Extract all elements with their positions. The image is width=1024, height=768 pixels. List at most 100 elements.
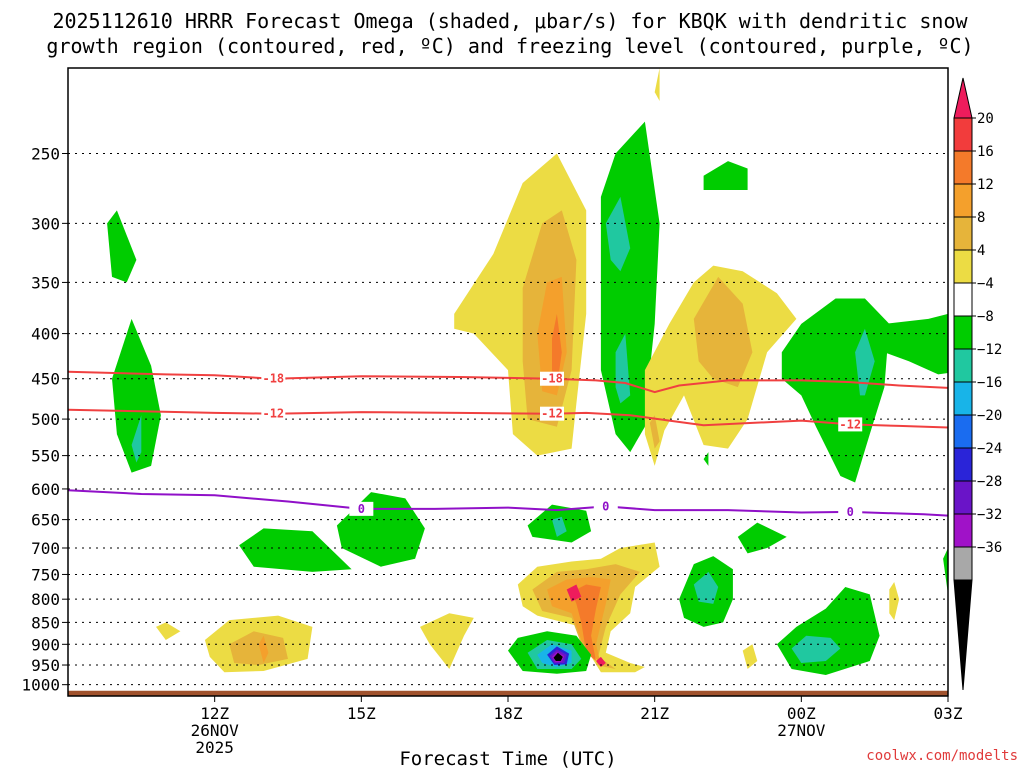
colorbar-label-3: 8 [977,210,985,226]
pressure-axis: 250 300 350 400 450 500 550 600 650 700 750 800 850 9… [21,144,68,695]
omega-region-48 [742,644,758,669]
contour-label-bg-0-0 [349,501,374,516]
omega-region-45 [776,587,880,675]
omega-region-44 [737,522,787,554]
omega-region-3 [239,528,352,572]
omega-region-49 [889,582,900,621]
colorbar-band-8 [953,348,973,383]
contour-label-bg-0-2 [838,504,863,519]
colorbar-band-10 [953,414,973,449]
contour-line-0 [68,489,948,517]
x-tick-label-15Z: 15Z [347,704,376,723]
colorbar-label-7: −12 [977,342,1002,358]
y-tick-label-400: 400 [31,325,60,344]
colorbar-band-2 [953,150,973,185]
colorbar-label-5: −4 [977,276,994,292]
x-tick-label-00Z: 00Z [787,704,816,723]
y-tick-label-750: 750 [31,565,60,584]
colorbar-band-9 [953,381,973,416]
omega-region-18 [693,276,753,388]
colorbar-bottom-arrow [953,579,973,691]
x-date-label-12Z: 26NOV [191,721,240,740]
chart-title-line1: 2025112610 HRRR Forecast Omega (shaded, … [52,9,968,33]
colorbar-label-11: −28 [977,474,1002,490]
x-tick-label-12Z: 12Z [200,704,229,723]
ground-band [68,690,948,696]
omega-region-21 [703,452,709,466]
contour-label--12-2: -12 [839,417,861,431]
y-tick-label-900: 900 [31,635,60,654]
omega-region-46 [791,635,841,663]
y-tick-label-450: 450 [31,370,60,389]
colorbar-label-13: −36 [977,540,1002,556]
contour-label-bg--18-1 [540,371,564,386]
omega-region-15 [605,196,631,272]
temperature-contours: -18 -18 -12 -12 -12 0 0 0 [68,370,948,519]
contour-label-0-2: 0 [847,505,854,519]
omega-region-41 [553,652,563,661]
contour-label-bg--12-2 [838,417,863,432]
omega-region-34 [596,656,606,667]
colorbar-label-8: −16 [977,375,1002,391]
y-tick-label-300: 300 [31,214,60,233]
colorbar-label-9: −20 [977,408,1002,424]
omega-region-1 [131,415,142,463]
omega-region-20 [703,161,748,190]
omega-region-33 [566,584,582,602]
x-tick-label-03Z: 03Z [934,704,963,723]
omega-region-22 [654,68,660,101]
omega-region-19 [649,415,660,449]
omega-region-0 [112,318,161,473]
chart-title-line2: growth region (contoured, red, ºC) and f… [46,34,973,58]
x-year-label-12Z: 2025 [195,738,234,757]
y-tick-label-650: 650 [31,511,60,530]
contour-label--12-1: -12 [541,407,563,421]
colorbar-label-4: 4 [977,243,985,259]
contour-label-0-1: 0 [602,499,609,513]
contour-label-bg--18-0 [261,371,286,386]
colorbar-band-13 [953,513,973,548]
omega-region-16 [615,333,631,404]
y-tick-label-250: 250 [31,144,60,163]
colorbar-label-6: −8 [977,309,994,325]
omega-region-14 [600,121,660,453]
x-axis-label: Forecast Time (UTC) [399,748,616,768]
colorbar-label-2: 12 [977,177,994,193]
colorbar-band-14 [953,546,973,581]
omega-region-7 [258,635,269,663]
colorbar: 20 16 12 8 4 −4 −8 −12 −16 −20 −24 −28 −32 −36 [953,77,1002,691]
y-tick-label-550: 550 [31,447,60,466]
omega-region-23 [781,298,890,483]
omega-region-8 [156,622,181,640]
colorbar-label-12: −32 [977,507,1002,523]
colorbar-label-0: 20 [977,111,994,127]
omega-region-2 [107,210,137,283]
omega-region-13 [552,313,562,388]
colorbar-band-6 [953,282,973,317]
y-tick-label-800: 800 [31,590,60,609]
omega-region-9 [420,613,474,669]
x-tick-label-21Z: 21Z [640,704,669,723]
contour-label-bg--12-1 [540,406,564,421]
credit-label[interactable]: coolwx.com/modelts [866,748,1018,764]
colorbar-band-12 [953,480,973,515]
colorbar-label-10: −24 [977,441,1002,457]
colorbar-top-arrow [953,77,973,119]
colorbar-band-11 [953,447,973,482]
y-tick-label-1000: 1000 [21,676,60,695]
omega-region-25 [884,313,948,375]
x-date-label-00Z: 27NOV [777,721,826,740]
omega-region-28 [552,516,567,537]
colorbar-band-4 [953,216,973,251]
colorbar-band-7 [953,315,973,350]
omega-region-47 [943,548,948,595]
colorbar-band-5 [953,249,973,284]
contour-label--12-0: -12 [262,407,284,421]
y-tick-label-700: 700 [31,539,60,558]
omega-region-43 [693,571,719,604]
y-tick-label-350: 350 [31,273,60,292]
y-tick-label-500: 500 [31,410,60,429]
contour-line--12 [68,408,948,429]
